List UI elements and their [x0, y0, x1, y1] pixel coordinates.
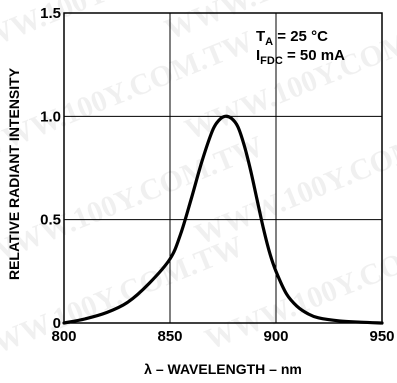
annotation-subscript: A	[265, 36, 273, 48]
x-tick-label: 850	[157, 328, 182, 345]
y-tick-label: 1.0	[40, 108, 61, 125]
annotation-line: TA = 25 °C	[256, 28, 328, 48]
x-tick-label: 800	[51, 328, 76, 345]
annotation-value: = 25 °C	[273, 28, 328, 45]
x-tick-labels: 800 850 900 950	[51, 328, 394, 345]
annotation-symbol: T	[256, 28, 265, 45]
x-tick-label: 950	[369, 328, 394, 345]
plot-frame	[63, 12, 383, 324]
x-tick-label: 900	[263, 328, 288, 345]
y-axis-label: RELATIVE RADIANT INTENSITY	[6, 67, 22, 280]
annotation-symbol: I	[256, 47, 260, 64]
annotation-value: = 50 mA	[283, 47, 345, 64]
annotation-line: IFDC = 50 mA	[256, 47, 345, 67]
intensity-curve	[62, 114, 384, 325]
y-tick-label: 0.5	[40, 212, 61, 229]
y-tick-label: 1.5	[40, 5, 61, 22]
y-tick-labels: 0 0.5 1.0 1.5	[40, 5, 61, 332]
x-axis-label: λ – WAVELENGTH – nm	[144, 361, 302, 377]
y-tick-label: 0	[53, 315, 61, 332]
annotation-subscript: FDC	[260, 55, 283, 67]
